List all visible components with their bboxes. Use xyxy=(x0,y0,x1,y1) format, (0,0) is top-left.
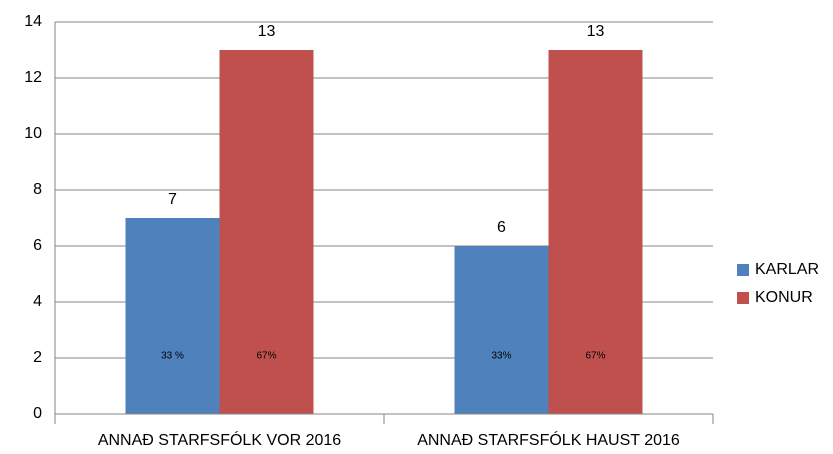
y-tick-label: 0 xyxy=(33,405,42,422)
legend-label: KONUR xyxy=(755,289,813,306)
x-tick-label: ANNAÐ STARFSFÓLK VOR 2016 xyxy=(98,430,341,449)
bar xyxy=(219,50,314,414)
y-tick-label: 14 xyxy=(24,13,42,30)
y-tick-label: 12 xyxy=(24,69,42,86)
legend-swatch xyxy=(737,264,749,276)
y-tick-label: 10 xyxy=(24,125,42,142)
inner-label: 33 % xyxy=(161,351,184,362)
inner-label: 67% xyxy=(256,351,276,362)
value-label: 13 xyxy=(587,23,605,40)
x-tick-label: ANNAÐ STARFSFÓLK HAUST 2016 xyxy=(417,430,680,449)
value-label: 6 xyxy=(497,219,506,236)
bar xyxy=(454,246,549,414)
y-tick-label: 2 xyxy=(33,349,42,366)
inner-label: 67% xyxy=(585,351,605,362)
legend-swatch xyxy=(737,292,749,304)
y-tick-label: 6 xyxy=(33,237,42,254)
y-tick-label: 8 xyxy=(33,181,42,198)
bar xyxy=(548,50,643,414)
y-tick-label: 4 xyxy=(33,293,42,310)
bar xyxy=(125,218,220,414)
inner-label: 33% xyxy=(491,351,511,362)
value-label: 7 xyxy=(168,191,177,208)
value-label: 13 xyxy=(258,23,276,40)
legend-label: KARLAR xyxy=(755,261,819,278)
